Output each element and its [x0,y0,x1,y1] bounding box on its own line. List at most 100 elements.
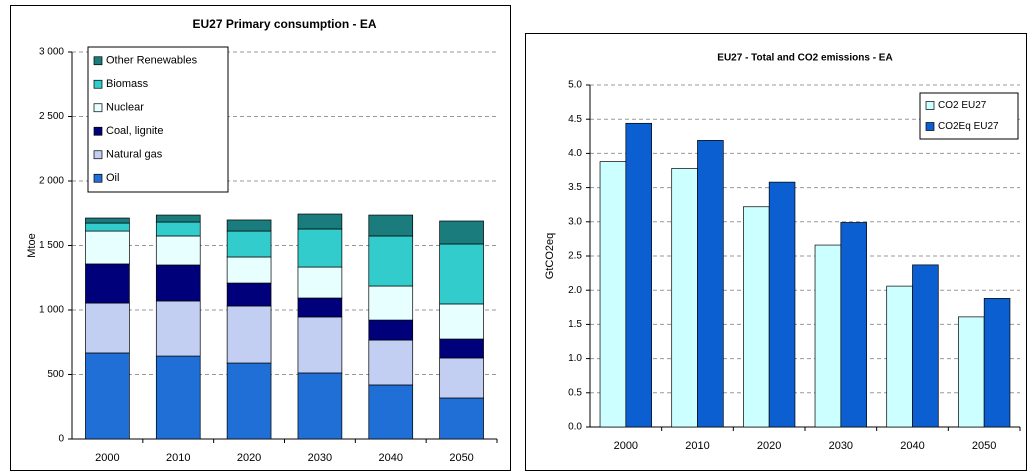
y-tick-label: 0.0 [568,422,582,433]
x-tick-label: 2040 [900,440,924,452]
x-tick-label: 2020 [237,452,261,464]
bar-segment [226,256,272,284]
bar [697,140,724,428]
legend-label: Coal, lignite [106,125,163,137]
bar-segment [439,243,484,305]
x-tick-label: 2010 [166,452,190,464]
y-tick-label: 1 500 [39,240,64,251]
legend-label: Oil [106,172,119,184]
y-tick-label: 2 500 [39,111,64,122]
bar-segment [155,300,201,357]
bar-segment [155,221,201,237]
bar-segment [368,285,414,321]
y-tick-label: 5.0 [568,80,582,91]
bar-segment [368,235,414,287]
bar-segment [85,263,130,304]
bar-segment [226,219,272,232]
bar [840,222,867,428]
x-tick-label: 2050 [972,440,996,452]
y-tick-label: 4.0 [568,148,582,159]
chart-title: EU27 Primary consumption - EA [192,17,376,31]
y-tick-label: 0.5 [568,387,582,398]
legend-label: CO2 EU27 [938,100,987,111]
bar-segment [85,352,130,440]
bar [958,316,985,428]
x-tick-label: 2010 [685,440,709,452]
bar-segment [226,305,272,364]
bar [814,244,842,428]
x-tick-label: 2030 [829,440,853,452]
legend-label: CO2Eq EU27 [938,121,999,132]
legend-marker [93,150,103,160]
y-axis-label: GtCO2eq [544,233,556,279]
y-axis-label: Mtoe [26,233,38,257]
bar-segment [155,235,201,266]
legend-marker [925,101,935,110]
bar-segment [297,213,343,230]
x-tick-label: 2030 [308,452,332,464]
legend-marker [93,103,103,113]
bar [625,122,652,428]
bar-segment [226,362,272,440]
legend-marker [93,173,103,183]
legend-marker [93,79,103,89]
bar-segment [368,319,414,341]
x-tick-label: 2020 [757,440,781,452]
bar-segment [439,338,484,359]
bar-segment [85,230,130,265]
bar-segment [155,355,201,440]
chart-title: EU27 - Total and CO2 emissions - EA [717,53,892,64]
y-tick-label: 500 [47,369,64,380]
bar-segment [226,230,272,258]
bar-segment [297,297,343,318]
bar-segment [368,339,414,386]
legend-label: Natural gas [106,149,163,161]
bar [768,181,796,428]
y-tick-label: 2 000 [39,176,64,187]
bar-segment [85,302,130,354]
bar-segment [439,303,484,340]
legend-box [919,92,1019,140]
x-tick-label: 2000 [614,440,638,452]
bar [886,285,913,428]
bar-segment [439,220,484,245]
bar-segment [297,372,343,440]
legend-label: Nuclear [106,102,144,114]
bar [983,298,1011,428]
bar-segment [439,397,484,440]
bar-segment [439,357,484,399]
y-tick-label: 3.0 [568,216,582,227]
x-tick-label: 2040 [379,452,403,464]
legend-box [87,46,229,193]
y-tick-label: 1.0 [568,353,582,364]
bar-segment [155,264,201,302]
bar-segment [85,217,130,224]
y-tick-label: 4.5 [568,114,582,125]
bar-segment [297,228,343,268]
y-tick-label: 2.5 [568,251,582,262]
bar-segment [297,316,343,374]
bar [743,206,770,428]
bar [912,264,939,428]
legend-marker [925,122,935,131]
y-tick-label: 3.5 [568,182,582,193]
bar-segment [368,214,414,237]
bar-segment [297,266,343,299]
legend-marker [93,126,103,136]
y-tick-label: 0 [58,434,64,445]
x-tick-label: 2000 [95,452,119,464]
legend-label: Other Renewables [106,55,198,67]
bar-segment [368,384,414,440]
x-tick-label: 2050 [449,452,473,464]
bar-segment [226,282,272,307]
y-tick-label: 3 000 [39,47,64,58]
bar [671,168,698,428]
bar [599,161,627,428]
y-tick-label: 1 000 [39,305,64,316]
legend-label: Biomass [106,78,149,90]
y-tick-label: 2.0 [568,285,582,296]
legend-marker [93,56,103,66]
y-tick-label: 1.5 [568,319,582,330]
